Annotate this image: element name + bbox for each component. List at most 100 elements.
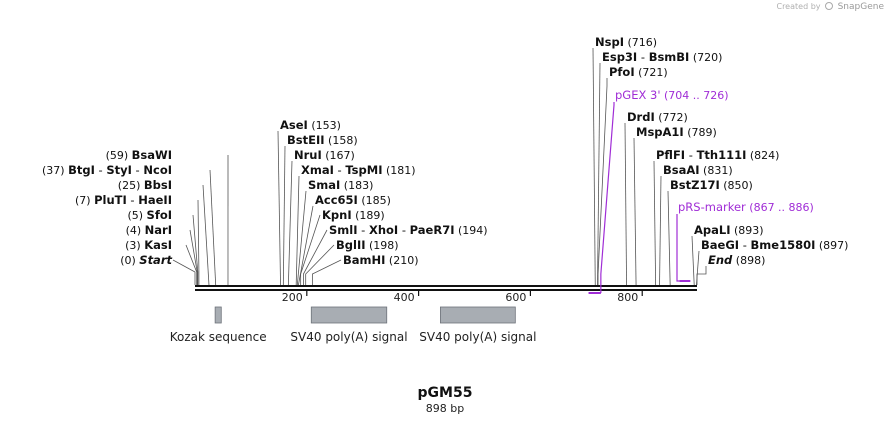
site-leader-line — [172, 259, 196, 285]
site-name: PluTI — [94, 193, 127, 207]
primer-name: pGEX 3' — [615, 88, 661, 102]
tick-label: 200 — [282, 291, 303, 304]
site-label: (3) KasI — [125, 238, 172, 252]
site-leader-line — [197, 199, 200, 285]
site-separator: - — [95, 163, 106, 177]
site-label-text: (25) BbsI — [118, 178, 172, 192]
site-position: (772) — [655, 111, 688, 124]
site-label-text: (4) NarI — [126, 223, 172, 237]
site-separator: - — [127, 193, 138, 207]
site-label-text: Acc65I (185) — [315, 193, 391, 207]
site-name: BtgI — [68, 163, 95, 177]
site-separator: - — [334, 163, 345, 177]
site-position: (898) — [732, 254, 765, 267]
primer-label: pRS-marker (867 .. 886) — [678, 200, 814, 214]
site-name: BstZ17I — [670, 178, 720, 192]
site-name: BstEII — [287, 133, 325, 147]
primer-name: pRS-marker — [678, 200, 746, 214]
site-label: BglII (198) — [336, 238, 399, 252]
site-leader-line — [311, 259, 342, 285]
site-leader-line — [202, 184, 210, 286]
site-name: HaeII — [138, 193, 172, 207]
site-label-text: BglII (198) — [336, 238, 399, 252]
site-position: (210) — [385, 254, 418, 267]
feature-label: Kozak sequence — [170, 330, 267, 344]
feature-label: SV40 poly(A) signal — [419, 330, 536, 344]
snapgene-logo-icon — [825, 2, 834, 10]
site-leader-line — [189, 229, 198, 285]
site-name: BamHI — [343, 253, 385, 267]
primer-leader-line — [676, 214, 691, 282]
site-label-text: (0) Start — [120, 253, 172, 267]
site-name: BsaWI — [132, 148, 172, 162]
site-label-text: KpnI (189) — [322, 208, 385, 222]
site-name: BsaAI — [663, 163, 700, 177]
feature-box — [310, 306, 388, 324]
site-separator: - — [358, 223, 369, 237]
site-leader-line — [667, 190, 671, 286]
site-label: BamHI (210) — [343, 253, 419, 267]
site-label-text: (3) KasI — [125, 238, 172, 252]
site-label-text: (5) SfoI — [127, 208, 172, 222]
site-label: BaeGI - Bme1580I (897) — [701, 238, 848, 252]
site-label-text: (7) PluTI - HaeII — [75, 193, 172, 207]
site-position: (183) — [340, 179, 373, 192]
site-label: BstZ17I (850) — [670, 178, 753, 192]
site-leader-line — [691, 235, 695, 286]
feature-box — [214, 306, 222, 324]
primer-range: (867 .. 886) — [746, 201, 814, 214]
site-position: (897) — [815, 239, 848, 252]
plasmid-name: pGM55 — [418, 385, 473, 401]
site-name: Acc65I — [315, 193, 358, 207]
site-name: PfoI — [609, 65, 635, 79]
site-position: (7) — [75, 194, 94, 207]
site-separator: - — [685, 148, 696, 162]
site-position: (789) — [684, 126, 717, 139]
features: Kozak sequence SV40 poly(A) signal SV40 po… — [170, 306, 536, 344]
site-leader-line — [295, 175, 300, 286]
site-leader-line — [296, 190, 307, 286]
site-label-text: PflFI - Tth111I (824) — [656, 148, 779, 162]
site-name: TspMI — [345, 163, 382, 177]
watermark: Created by SnapGene — [776, 2, 884, 12]
site-label: NruI (167) — [294, 148, 355, 162]
site-name: DrdI — [627, 110, 655, 124]
site-leader-line — [597, 78, 608, 285]
site-label: SmaI (183) — [308, 178, 373, 192]
site-label: (5) SfoI — [127, 208, 172, 222]
site-position: (850) — [720, 179, 753, 192]
site-label: (0) Start — [120, 253, 172, 267]
site-name: StyI — [106, 163, 132, 177]
feature-label: SV40 poly(A) signal — [290, 330, 407, 344]
site-separator: - — [132, 163, 143, 177]
site-position: (158) — [325, 134, 358, 147]
site-position: (716) — [624, 36, 657, 49]
site-name: Tth111I — [697, 148, 747, 162]
site-position: (4) — [126, 224, 145, 237]
backbone-group — [195, 285, 697, 291]
site-position: (824) — [746, 149, 779, 162]
site-position: (831) — [700, 164, 733, 177]
site-label-text: NspI (716) — [595, 35, 657, 49]
site-label: NspI (716) — [595, 35, 657, 49]
site-name: XmaI — [301, 163, 334, 177]
site-name: BsmBI — [649, 50, 690, 64]
site-name: KpnI — [322, 208, 352, 222]
site-leader-line — [624, 122, 627, 286]
primer-range: (704 .. 726) — [661, 89, 729, 102]
site-leader-line — [298, 205, 314, 286]
watermark-brand: SnapGene — [837, 2, 884, 12]
tick-label: 800 — [617, 291, 638, 304]
site-position: (153) — [308, 119, 341, 132]
site-name: ApaLI — [694, 223, 731, 237]
site-name: MspA1I — [636, 125, 684, 139]
site-label: BsaAI (831) — [663, 163, 733, 177]
site-leader-line — [592, 47, 596, 286]
primer-leader-line — [600, 102, 615, 293]
primers: pGEX 3' (704 .. 726) pRS-marker (867 .. 8… — [588, 88, 814, 294]
site-label-text: AseI (153) — [280, 118, 341, 132]
site-label-text: XmaI - TspMI (181) — [301, 163, 416, 177]
site-separator: - — [398, 223, 409, 237]
site-name: KasI — [144, 238, 172, 252]
